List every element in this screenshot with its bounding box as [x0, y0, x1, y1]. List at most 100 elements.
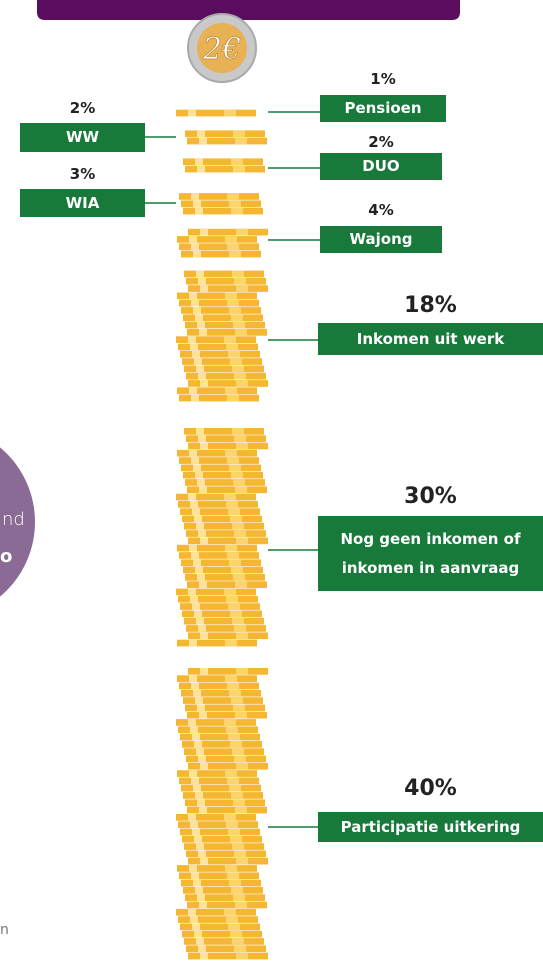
coin — [185, 165, 265, 173]
coin — [185, 799, 265, 807]
coin-shine — [200, 228, 208, 236]
coin — [187, 329, 267, 336]
coin — [184, 617, 264, 625]
coin-shine — [230, 515, 242, 523]
coin-shine — [236, 537, 248, 545]
category-label: Wajong — [320, 226, 442, 253]
coin — [179, 872, 259, 880]
coin — [177, 449, 257, 457]
coin — [177, 770, 257, 777]
coin-shine — [232, 617, 244, 625]
coin-shine — [233, 574, 245, 581]
coin-stack — [183, 158, 265, 173]
coin-shine — [229, 464, 241, 472]
coin-shine — [190, 343, 198, 351]
coin — [179, 682, 259, 690]
coin-shine — [236, 228, 248, 236]
coin-shine — [192, 733, 200, 741]
coin — [179, 777, 259, 785]
coin-shine — [234, 850, 246, 858]
coin-shine — [228, 733, 240, 741]
coin — [176, 588, 256, 596]
coin — [188, 380, 268, 387]
coin-shine — [226, 821, 238, 828]
coin — [181, 559, 261, 567]
coin-shine — [200, 442, 208, 450]
coin — [186, 850, 266, 858]
coin — [184, 748, 264, 755]
coin-shine — [229, 250, 241, 258]
coin-shine — [190, 821, 198, 828]
coin-shine — [228, 603, 240, 610]
coin — [186, 277, 266, 285]
coin — [184, 428, 264, 435]
coin-shine — [193, 250, 201, 258]
coin-shine — [199, 137, 207, 145]
coin-shine — [198, 625, 206, 632]
coin — [176, 493, 256, 501]
coin — [179, 394, 259, 402]
value-label: 2% — [69, 99, 96, 117]
coin-shine — [194, 358, 202, 365]
coin — [188, 285, 268, 292]
coin-shine — [193, 200, 201, 208]
coin-shine — [195, 158, 203, 166]
coin — [176, 719, 256, 726]
coin — [182, 930, 262, 938]
coin-shine — [197, 894, 205, 901]
coin-shine — [194, 515, 202, 523]
coin-shine — [235, 806, 247, 814]
coin — [177, 675, 257, 682]
coin — [181, 879, 261, 887]
value-label: 30% — [404, 484, 457, 509]
coin-shine — [198, 372, 206, 380]
coin-shine — [188, 493, 196, 501]
coin-shine — [236, 857, 248, 865]
coin-shine — [188, 588, 196, 596]
coin — [176, 908, 256, 916]
coin-shine — [190, 726, 198, 734]
coin — [178, 343, 258, 351]
coin-shine — [235, 329, 247, 336]
coin-shine — [227, 299, 239, 307]
coin — [178, 821, 258, 828]
coin — [188, 762, 268, 770]
coin-shine — [192, 923, 200, 931]
coin-shine — [229, 559, 241, 567]
banner — [37, 0, 460, 20]
coin-shine — [191, 243, 199, 251]
coin-shine — [224, 814, 236, 821]
coin — [187, 137, 267, 145]
coin — [180, 733, 260, 741]
coin-shine — [231, 566, 243, 574]
coin — [179, 552, 259, 559]
coin — [187, 486, 267, 494]
coin-shine — [231, 471, 243, 479]
coin-shine — [230, 930, 242, 938]
coin-shine — [194, 610, 202, 618]
coin — [183, 792, 263, 799]
coin — [182, 358, 262, 365]
coin-shine — [200, 952, 208, 960]
coin-shine — [198, 945, 206, 953]
coin-shine — [200, 537, 208, 545]
category-label: WW — [20, 123, 145, 152]
coin-shine — [225, 639, 237, 647]
coin-shine — [227, 457, 239, 464]
coin — [185, 130, 265, 138]
coin-shine — [234, 945, 246, 953]
coin — [185, 321, 265, 329]
coin-shine — [226, 595, 238, 603]
coin-shine — [228, 923, 240, 931]
coin-shine — [188, 336, 196, 343]
coin — [180, 828, 260, 836]
coin-shine — [230, 835, 242, 843]
coin-shine — [227, 552, 239, 559]
coin-shine — [195, 697, 203, 704]
coin-shine — [199, 581, 207, 588]
coin-shine — [199, 711, 207, 719]
coin-shine — [227, 777, 239, 785]
coin — [186, 372, 266, 380]
coin-shine — [193, 307, 201, 314]
